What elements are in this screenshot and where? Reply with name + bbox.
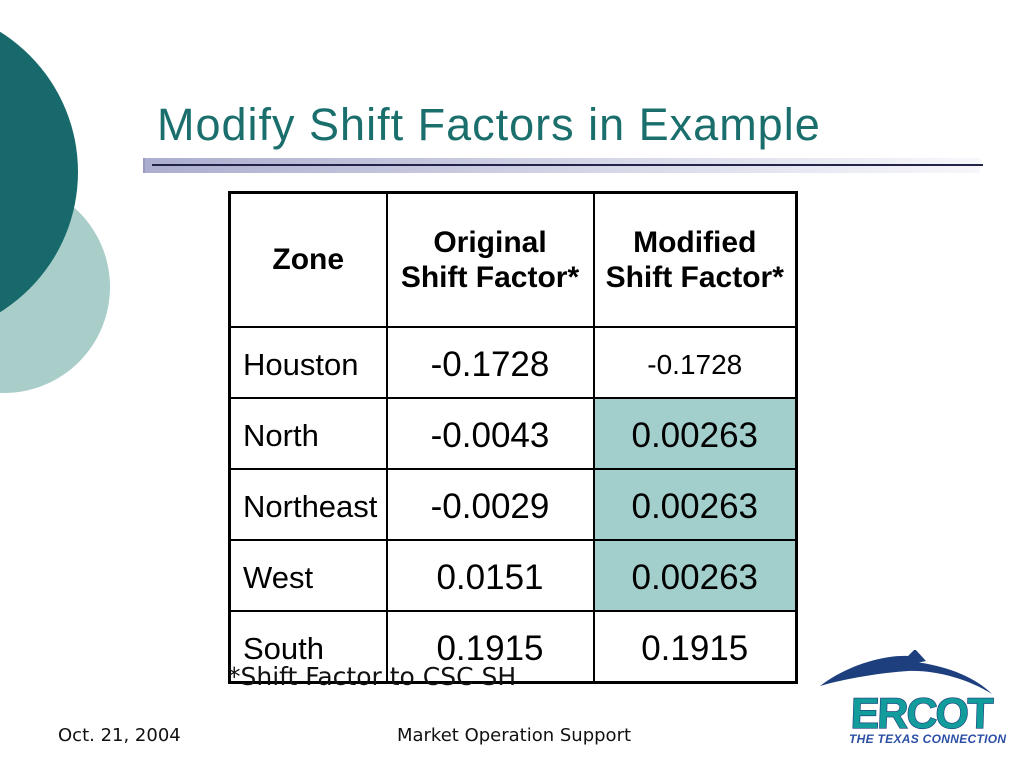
modified-value-cell: 0.00263 — [592, 539, 798, 612]
modified-value-cell: 0.00263 — [592, 468, 798, 541]
col-header-original-shift-factor: Original Shift Factor* — [385, 191, 595, 328]
logo-wordmark: ERCOT — [850, 690, 994, 738]
table-row: Northeast -0.0029 0.00263 — [228, 468, 798, 541]
zone-cell: North — [228, 397, 388, 470]
table-row: Houston -0.1728 -0.1728 — [228, 326, 798, 399]
zone-cell: South — [228, 610, 388, 684]
original-value-cell: 0.0151 — [385, 539, 595, 612]
table-row: West 0.0151 0.00263 — [228, 539, 798, 612]
original-value-cell: -0.1728 — [385, 326, 595, 399]
modified-value-cell: -0.1728 — [592, 326, 798, 399]
zone-cell: Houston — [228, 326, 388, 399]
modified-value-cell: 0.1915 — [592, 610, 798, 684]
lightning-swoosh-icon — [820, 650, 992, 694]
title-divider-line — [152, 164, 983, 166]
original-value-cell: -0.0043 — [385, 397, 595, 470]
ercot-logo: ERCOT THE TEXAS CONNECTION — [816, 650, 1012, 750]
logo-tagline: THE TEXAS CONNECTION — [849, 732, 1006, 746]
table-row: South 0.1915 0.1915 — [228, 610, 798, 684]
table-row: North -0.0043 0.00263 — [228, 397, 798, 470]
footer-center-text: Market Operation Support — [396, 725, 632, 746]
slide-title: Modify Shift Factors in Example — [157, 99, 821, 150]
col-header-modified-shift-factor: Modified Shift Factor* — [592, 191, 798, 328]
shift-factor-table: Zone Original Shift Factor* Modified Shi… — [228, 191, 798, 684]
table-header-row: Zone Original Shift Factor* Modified Shi… — [228, 191, 798, 328]
original-value-cell: -0.0029 — [385, 468, 595, 541]
zone-cell: West — [228, 539, 388, 612]
title-divider — [143, 158, 983, 173]
modified-value-cell: 0.00263 — [592, 397, 798, 470]
col-header-zone: Zone — [228, 191, 388, 328]
original-value-cell: 0.1915 — [385, 610, 595, 684]
footnote: *Shift Factor to CSC SH — [228, 662, 517, 691]
zone-cell: Northeast — [228, 468, 388, 541]
footer-date: Oct. 21, 2004 — [58, 725, 181, 746]
